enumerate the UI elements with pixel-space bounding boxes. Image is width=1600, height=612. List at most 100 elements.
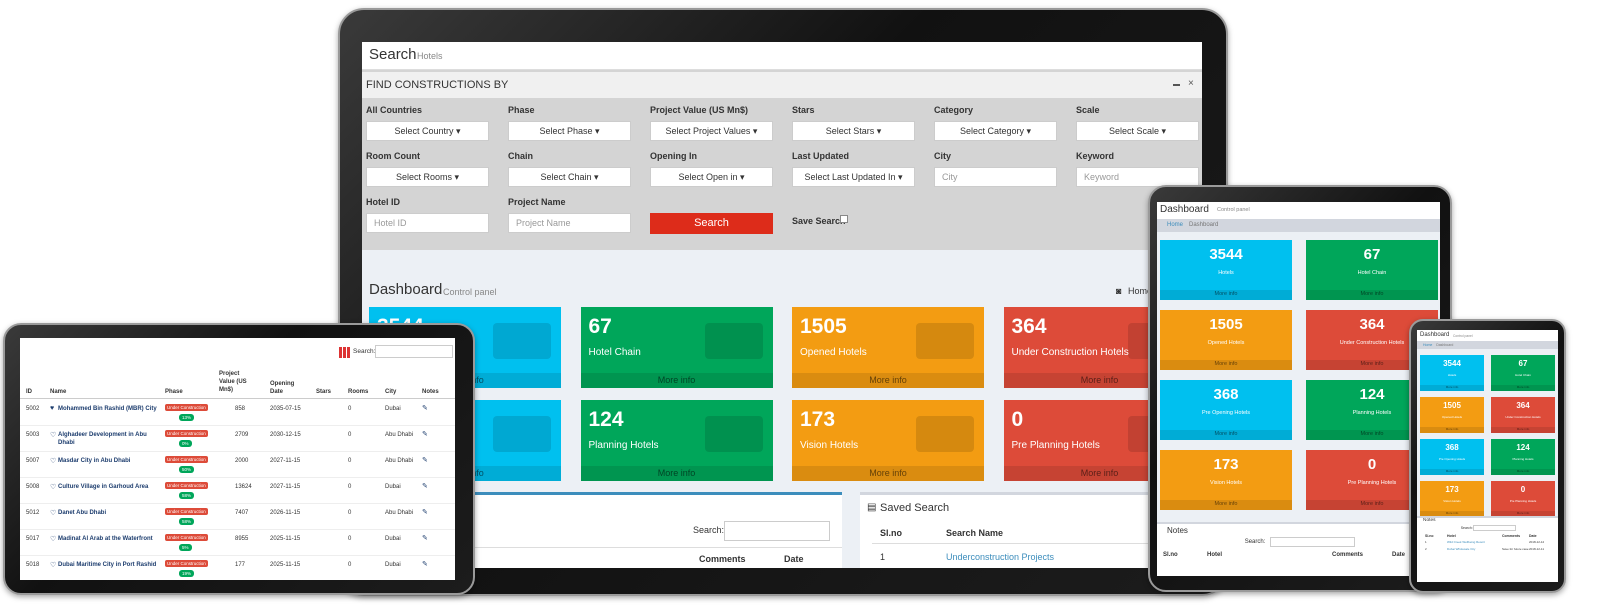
select-text: Select Phase <box>539 126 599 136</box>
filter-select[interactable]: Select Open in <box>650 167 773 187</box>
filter-select[interactable]: Select Rooms <box>366 167 489 187</box>
column-header[interactable]: Notes <box>422 389 439 395</box>
filter-panel <box>362 70 1202 250</box>
row-name[interactable]: Culture Village in Garhoud Area <box>58 484 149 490</box>
filter-input[interactable]: City <box>934 167 1057 187</box>
row-line <box>20 555 455 556</box>
close-icon[interactable]: × <box>1188 78 1194 89</box>
edit-icon[interactable]: ✎ <box>422 405 428 412</box>
tile-value: 67 <box>588 315 612 338</box>
tile-footer[interactable]: More info <box>1003 466 1196 481</box>
breadcrumb-home[interactable]: Home <box>1167 221 1184 228</box>
save-search-checkbox[interactable] <box>840 215 848 223</box>
column-header[interactable]: Opening Date <box>270 381 295 395</box>
breadcrumb-bar <box>1157 219 1440 232</box>
column-header[interactable]: City <box>385 389 397 395</box>
tile-footer[interactable]: More info <box>580 373 773 388</box>
row-name[interactable]: Masdar City in Abu Dhabi <box>58 458 131 464</box>
filter-select[interactable]: Select Chain <box>508 167 631 187</box>
edit-icon[interactable]: ✎ <box>422 535 428 542</box>
row-name[interactable]: Dubai Maritime City in Port Rashid <box>58 562 157 568</box>
table-cell[interactable]: Underconstruction Projects <box>946 552 1055 562</box>
tile-footer[interactable]: More info <box>580 466 773 481</box>
tile-footer[interactable]: More info <box>1003 373 1196 388</box>
notes-search-input[interactable] <box>724 521 830 541</box>
tile-footer[interactable]: More info <box>1306 290 1438 300</box>
row-name[interactable]: Mohammed Bin Rashid (MBR) City <box>58 406 157 412</box>
filter-select[interactable]: Select Stars <box>792 121 915 141</box>
row-name[interactable]: Madinat Al Arab at the Waterfront <box>58 536 153 542</box>
tile-footer[interactable]: More info <box>792 466 984 481</box>
row-date: 2018-12-12 <box>1529 540 1545 544</box>
tile-footer[interactable]: More info <box>1160 500 1292 510</box>
row-hotel[interactable]: Dubai Wholesale City <box>1447 547 1476 552</box>
tile-value: 0 <box>1011 408 1024 431</box>
tile-footer[interactable]: More info <box>1491 427 1555 433</box>
column-header[interactable]: Rooms <box>348 389 369 395</box>
tile-footer[interactable]: More info <box>1160 430 1292 440</box>
column-header: Hotel <box>1447 534 1456 538</box>
search-button[interactable]: Search <box>650 213 773 234</box>
header-bar <box>1417 330 1558 341</box>
edit-icon[interactable]: ✎ <box>422 483 428 490</box>
row-value: 858 <box>235 406 246 412</box>
tile-value: 3544 <box>1443 358 1461 368</box>
row-line <box>20 477 455 478</box>
filter-select[interactable]: Select Country <box>366 121 489 141</box>
row-name[interactable]: Alghadeer Development in Abu Dhabi <box>58 432 147 446</box>
tile-footer[interactable]: More info <box>1306 500 1438 510</box>
column-header[interactable]: Project Value (US Mn$) <box>219 371 247 393</box>
minimize-icon[interactable] <box>1173 84 1180 86</box>
filter-select[interactable]: Select Scale <box>1076 121 1199 141</box>
edit-icon[interactable]: ✎ <box>422 457 428 464</box>
tile-footer[interactable]: More info <box>1160 290 1292 300</box>
column-header[interactable]: Stars <box>316 389 332 395</box>
filter-input[interactable]: Keyword <box>1076 167 1199 187</box>
edit-icon[interactable]: ✎ <box>422 561 428 568</box>
row-name[interactable]: Danet Abu Dhabi <box>58 510 107 516</box>
row-hotel[interactable]: Wild Creek Wellbeing Resort <box>1447 540 1485 544</box>
edit-icon[interactable]: ✎ <box>422 431 428 438</box>
tile-footer[interactable]: More info <box>1491 469 1555 475</box>
tile-value: 173 <box>1445 484 1459 494</box>
home-link[interactable]: Home <box>1128 286 1153 296</box>
filter-select[interactable]: Select Last Updated In <box>792 167 915 187</box>
dashboard-title: Dashboard <box>369 281 443 298</box>
tile-icon <box>916 416 974 452</box>
tile-footer[interactable]: More info <box>1306 360 1438 370</box>
column-header[interactable]: Name <box>50 389 67 395</box>
column-header: Comments <box>699 554 746 564</box>
table-search-input[interactable] <box>375 345 453 358</box>
edit-icon[interactable]: ✎ <box>422 509 428 516</box>
notes-search-input[interactable] <box>1270 537 1356 547</box>
page-subtitle: Hotels <box>417 51 443 61</box>
filter-select[interactable]: Select Phase <box>508 121 631 141</box>
tile-footer[interactable]: More info <box>1160 360 1292 370</box>
filter-input[interactable]: Project Name <box>508 213 631 233</box>
row-city: Dubai <box>385 562 401 568</box>
filter-input[interactable]: Hotel ID <box>366 213 489 233</box>
breadcrumb-home[interactable]: Home <box>1423 342 1433 347</box>
notes-search-input[interactable] <box>1473 525 1516 531</box>
filter-select[interactable]: Select Project Values <box>650 121 773 141</box>
tile-footer[interactable]: More info <box>1420 511 1484 517</box>
progress-badge: 58% <box>179 492 195 499</box>
tile-footer[interactable]: More info <box>1306 430 1438 440</box>
filter-select[interactable]: Select Category <box>934 121 1057 141</box>
tile-icon <box>704 416 763 452</box>
column-header[interactable]: Phase <box>165 389 183 395</box>
tile-label: Planning Hotels <box>1512 457 1534 461</box>
tile-footer[interactable]: More info <box>1420 469 1484 475</box>
column-header[interactable]: ID <box>26 389 32 395</box>
dashboard-title: Dashboard <box>1420 332 1450 338</box>
row-opening: 2025-11-15 <box>270 562 301 568</box>
tile-value: 1505 <box>1443 400 1461 410</box>
tile-footer[interactable]: More info <box>1491 385 1555 391</box>
tile-footer[interactable]: More info <box>1491 511 1555 517</box>
tile-footer[interactable]: More info <box>1420 427 1484 433</box>
row-rooms: 0 <box>348 562 352 568</box>
tile-footer[interactable]: More info <box>792 373 984 388</box>
tile-label: Vision Hotels <box>1443 499 1461 503</box>
tile-footer[interactable]: More info <box>1420 385 1484 391</box>
column-header: Sl.no <box>1163 552 1178 558</box>
